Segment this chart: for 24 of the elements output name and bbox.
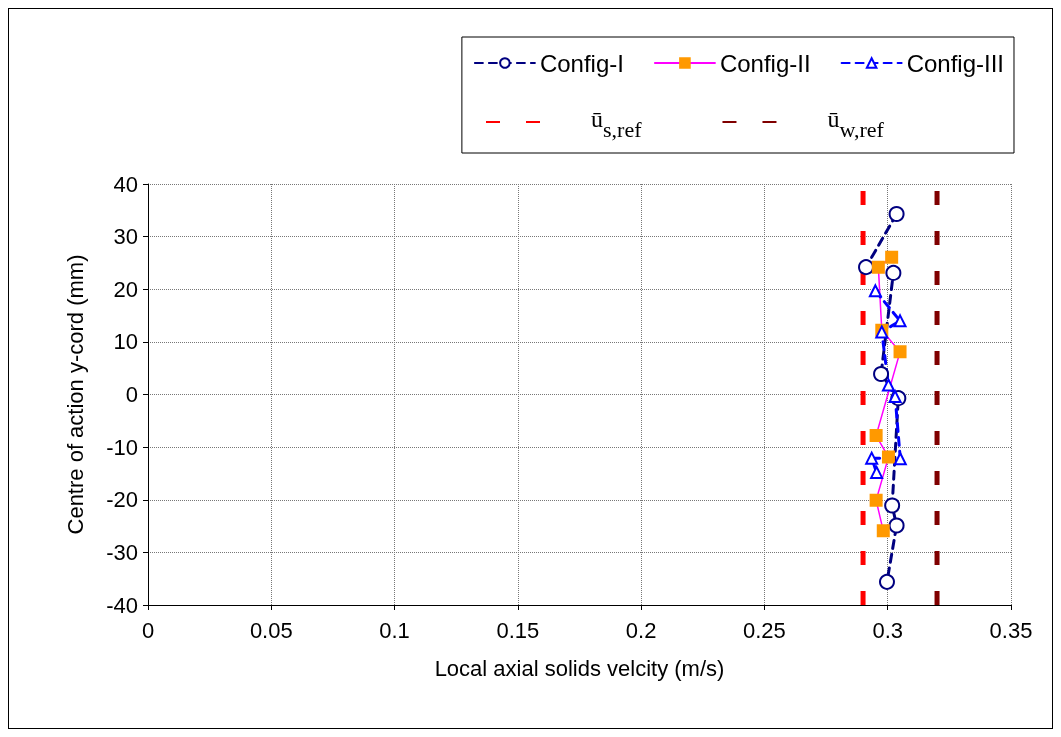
legend-label: ūw,ref: [827, 106, 885, 142]
y-tick-label: -10: [106, 434, 138, 460]
y-tick-label: 10: [113, 329, 138, 355]
legend-label: Config-II: [719, 49, 811, 77]
legend-label: ūs,ref: [591, 106, 643, 142]
legend-label: Config-III: [906, 49, 1004, 77]
legend-label: Config-I: [539, 49, 624, 77]
y-tick-label: 20: [113, 276, 138, 302]
x-tick-label: 0.1: [379, 617, 410, 643]
x-tick-label: 0.15: [496, 617, 540, 643]
y-tick-label: 0: [125, 382, 138, 407]
y-axis-title: Centre of action y-cord (mm): [62, 254, 88, 535]
y-tick-label: -30: [106, 539, 138, 565]
x-axis-title: Local axial solids velcity (m/s): [434, 655, 725, 681]
y-tick-label: -40: [106, 592, 138, 618]
x-tick-label: 0: [141, 617, 155, 643]
y-tick-label: -20: [106, 487, 138, 513]
x-tick-label: 0.3: [872, 617, 904, 643]
x-tick-label: 0.2: [625, 617, 657, 643]
y-tick-label: 40: [113, 171, 138, 197]
x-tick-label: 0.35: [989, 617, 1033, 643]
y-tick-label: 30: [113, 224, 138, 250]
x-tick-label: 0.05: [249, 617, 293, 643]
x-tick-label: 0.25: [743, 617, 786, 643]
